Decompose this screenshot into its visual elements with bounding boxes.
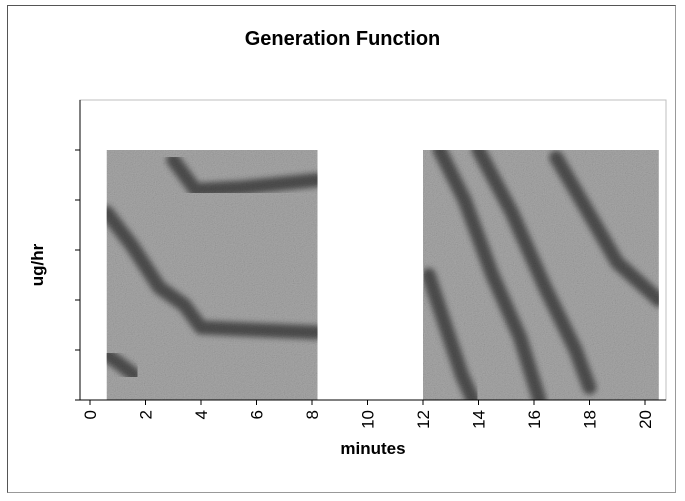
x-tick-label: 20 <box>636 410 655 429</box>
heatmap-streak <box>106 348 142 382</box>
heatmap-streak <box>166 153 318 197</box>
heatmap-streak <box>423 268 480 400</box>
x-tick-label: 12 <box>414 410 433 429</box>
heatmap-streak <box>549 150 659 307</box>
x-tick-label: 2 <box>137 410 156 419</box>
axes: 0 2 4 6 8 10 12 14 16 18 20 <box>75 100 666 429</box>
heatmap-streak <box>432 150 547 400</box>
x-tick-label: 8 <box>303 410 322 419</box>
heatmap-blocks <box>106 150 659 400</box>
x-tick-label: 10 <box>359 410 378 429</box>
x-tick-label: 6 <box>248 410 267 419</box>
x-tick-label: 14 <box>470 410 489 429</box>
heatmap-streak <box>106 205 318 340</box>
x-axis-label: minutes <box>340 439 406 458</box>
x-tick-label: 18 <box>581 410 600 429</box>
x-tick-label: 16 <box>525 410 544 429</box>
x-tick-label: 0 <box>81 410 100 419</box>
x-tick-label: 4 <box>192 410 211 419</box>
heatmap-block-2 <box>423 150 659 400</box>
heatmap-block-1 <box>106 150 318 400</box>
chart-title: Generation Function <box>244 28 441 50</box>
heatmap-streak <box>471 150 597 395</box>
